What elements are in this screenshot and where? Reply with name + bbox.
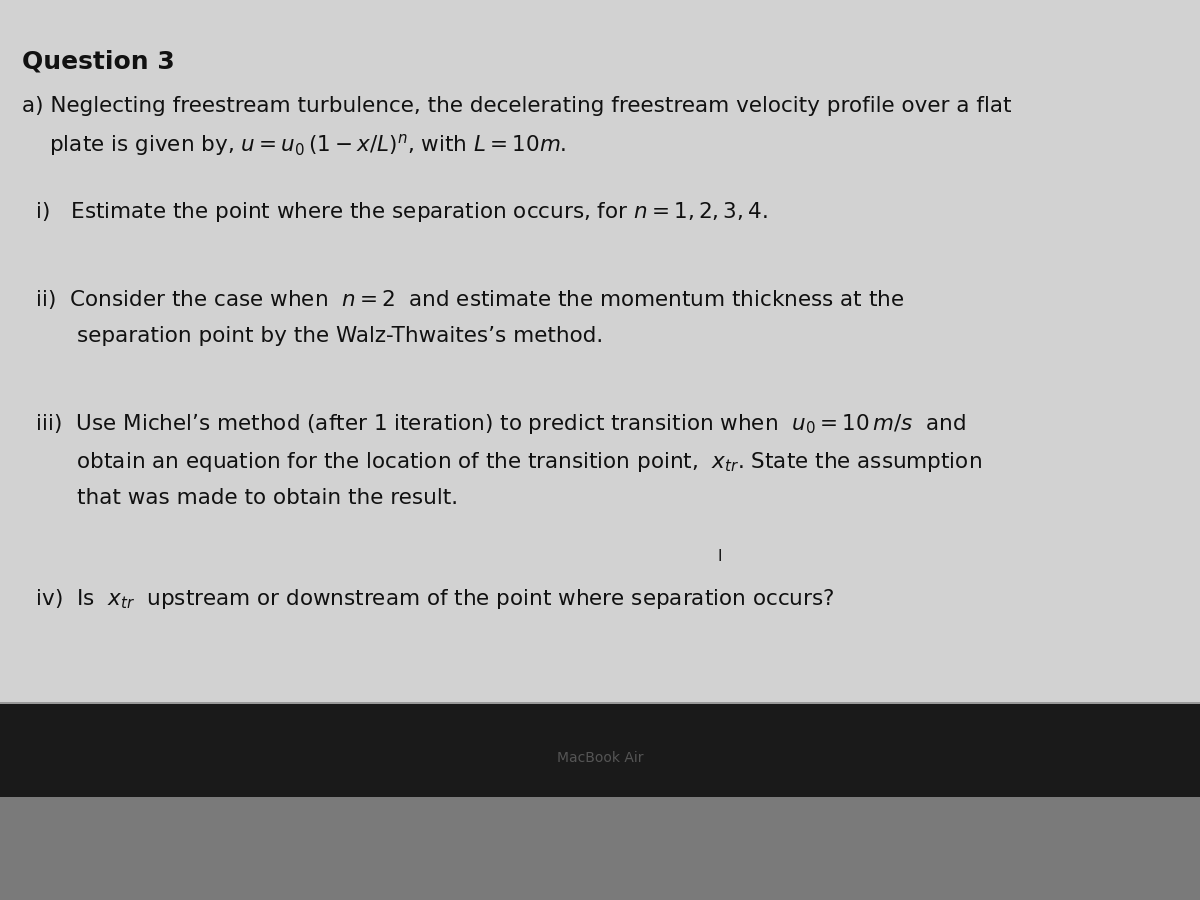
Text: i)   Estimate the point where the separation occurs, for $n = 1, 2, 3, 4$.: i) Estimate the point where the separati…	[22, 200, 767, 224]
Text: separation point by the Walz-Thwaites’s method.: separation point by the Walz-Thwaites’s …	[22, 326, 602, 346]
Text: Question 3: Question 3	[22, 50, 174, 74]
Bar	[0, 796, 1200, 900]
Text: obtain an equation for the location of the transition point,  $x_{tr}$. State th: obtain an equation for the location of t…	[22, 450, 982, 474]
Text: ii)  Consider the case when  $n = 2$  and estimate the momentum thickness at the: ii) Consider the case when $n = 2$ and e…	[22, 288, 904, 311]
Bar	[0, 0, 1200, 702]
Text: MacBook Air: MacBook Air	[557, 751, 643, 765]
Text: plate is given by, $u = u_0\,(1-x/L)^n$, with $L = 10m$.: plate is given by, $u = u_0\,(1-x/L)^n$,…	[22, 132, 566, 158]
Bar	[0, 702, 1200, 704]
Text: iii)  Use Michel’s method (after 1 iteration) to predict transition when  $u_0 =: iii) Use Michel’s method (after 1 iterat…	[22, 411, 966, 436]
Text: iv)  Is  $x_{tr}$  upstream or downstream of the point where separation occurs?: iv) Is $x_{tr}$ upstream or downstream o…	[22, 587, 834, 611]
Text: that was made to obtain the result.: that was made to obtain the result.	[22, 488, 457, 508]
Text: I: I	[718, 549, 722, 564]
Bar	[0, 702, 1200, 796]
Text: a) Neglecting freestream turbulence, the decelerating freestream velocity profil: a) Neglecting freestream turbulence, the…	[22, 96, 1012, 116]
